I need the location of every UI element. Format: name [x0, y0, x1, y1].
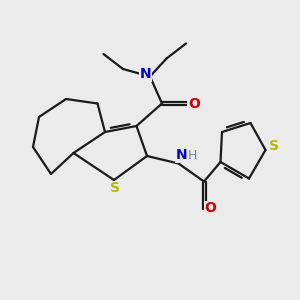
Text: O: O	[188, 97, 200, 110]
Text: N: N	[176, 148, 187, 162]
Text: O: O	[205, 202, 217, 215]
Text: N: N	[140, 67, 151, 81]
Text: S: S	[269, 140, 279, 153]
Text: S: S	[110, 182, 120, 195]
Text: H: H	[188, 148, 198, 162]
